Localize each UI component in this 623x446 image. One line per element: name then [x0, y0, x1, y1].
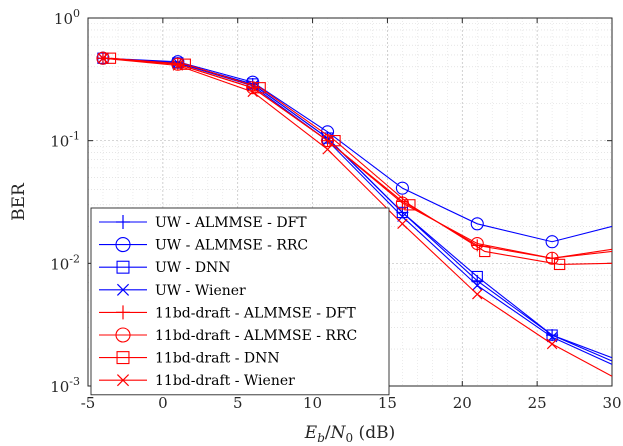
marker-plus	[116, 215, 130, 229]
marker-square	[479, 245, 491, 258]
series-7	[97, 52, 612, 377]
legend-label: UW - ALMMSE - DFT	[155, 215, 307, 231]
x-axis-label: Eb/N0 (dB)	[304, 423, 395, 445]
y-tick-label: 10-3	[50, 375, 80, 396]
series-line	[102, 57, 612, 377]
legend-entry: 11bd-draft - ALMMSE - DFT	[99, 305, 356, 321]
x-tick-label: 10	[303, 394, 322, 412]
marker-x	[247, 86, 258, 98]
marker-square	[329, 135, 341, 147]
y-axis-label: BER	[9, 182, 29, 221]
marker-square	[404, 199, 416, 211]
legend: UW - ALMMSE - DFT UW - ALMMSE - RRC UW - D…	[90, 207, 390, 396]
legend-entry: UW - ALMMSE - DFT	[99, 215, 307, 231]
marker-circle	[96, 51, 110, 65]
legend-entry: UW - Wiener	[99, 283, 246, 299]
marker-x	[397, 218, 408, 230]
marker-plus	[116, 305, 130, 320]
marker-x	[472, 280, 483, 291]
marker-x	[322, 144, 333, 155]
legend-label: UW - Wiener	[155, 283, 246, 299]
marker-circle	[545, 251, 559, 265]
marker-circle	[115, 237, 131, 253]
legend-entry: UW - DNN	[99, 260, 231, 276]
marker-circle	[545, 235, 559, 249]
legend-label: UW - ALMMSE - RRC	[155, 238, 308, 254]
marker-x	[116, 374, 130, 387]
series-6	[104, 52, 612, 271]
legend-label: 11bd-draft - ALMMSE - DFT	[155, 305, 356, 321]
x-tick-label: 15	[378, 394, 397, 412]
series-group	[96, 51, 612, 377]
legend-entry: 11bd-draft - DNN	[99, 351, 280, 367]
legend-entry: 11bd-draft - Wiener	[99, 373, 295, 389]
x-tick-label: 20	[453, 394, 472, 412]
marker-x	[97, 52, 109, 64]
x-tick-label: 5	[233, 394, 243, 412]
marker-square	[254, 82, 266, 94]
marker-x	[472, 288, 483, 300]
marker-circle	[470, 217, 484, 231]
x-tick-label: 30	[602, 394, 621, 412]
series-line	[110, 57, 612, 265]
y-tick-label: 100	[54, 7, 80, 28]
legend-label: UW - DNN	[155, 260, 231, 276]
marker-x	[546, 338, 558, 350]
x-tick-label: -5	[81, 394, 96, 412]
legend-box	[90, 207, 390, 396]
marker-circle	[320, 134, 335, 148]
legend-entry: UW - ALMMSE - RRC	[99, 237, 308, 254]
marker-square	[471, 270, 483, 283]
marker-square	[116, 351, 130, 365]
legend-entry: 11bd-draft - ALMMSE - RRC	[99, 327, 357, 344]
marker-x	[172, 60, 184, 71]
x-tick-label: 0	[158, 394, 168, 412]
marker-circle	[115, 327, 131, 343]
marker-square	[179, 58, 191, 70]
axis-labels: Eb/N0 (dB) BER	[9, 182, 395, 445]
legend-label: 11bd-draft - Wiener	[155, 373, 295, 389]
marker-x	[116, 283, 130, 296]
y-tick-label: 10-1	[50, 130, 80, 151]
marker-circle	[395, 181, 409, 195]
legend-label: 11bd-draft - ALMMSE - RRC	[155, 328, 357, 344]
legend-label: 11bd-draft - DNN	[155, 351, 280, 367]
x-tick-label: 25	[528, 394, 547, 412]
marker-square	[116, 260, 130, 274]
y-tick-label: 10-2	[50, 252, 80, 273]
marker-square	[546, 329, 558, 341]
marker-square	[553, 258, 566, 271]
